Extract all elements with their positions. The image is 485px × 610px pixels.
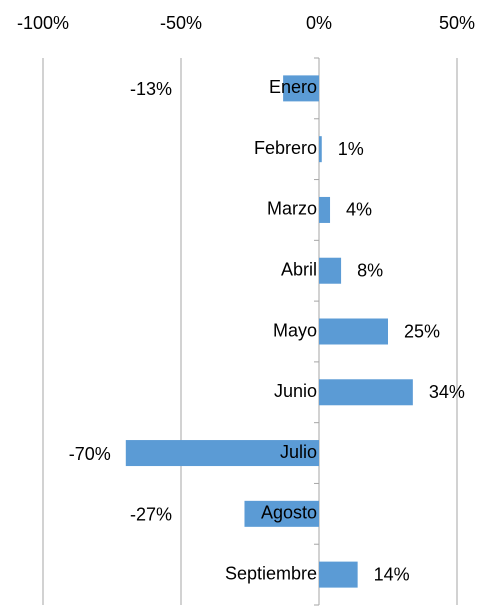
- x-tick-label: -50%: [160, 13, 202, 33]
- value-label: 14%: [374, 564, 410, 584]
- category-label: Marzo: [267, 199, 317, 219]
- category-label: Abril: [281, 259, 317, 279]
- bar: [319, 257, 342, 284]
- value-label: 25%: [404, 321, 440, 341]
- value-label: 1%: [338, 139, 364, 159]
- x-tick-label: 0%: [306, 13, 332, 33]
- category-label: Septiembre: [225, 563, 317, 583]
- bar: [319, 379, 413, 406]
- value-label: -70%: [69, 444, 111, 464]
- value-label: 4%: [346, 200, 372, 220]
- category-label: Junio: [274, 381, 317, 401]
- category-label: Enero: [269, 77, 317, 97]
- bar: [319, 561, 358, 588]
- bar: [125, 440, 319, 467]
- bar: [319, 318, 388, 345]
- value-label: 8%: [357, 260, 383, 280]
- bar: [244, 500, 319, 527]
- bar: [283, 75, 319, 102]
- category-label: Mayo: [273, 320, 317, 340]
- category-label: Agosto: [261, 503, 317, 523]
- bar: [319, 136, 322, 163]
- x-tick-label: 50%: [439, 13, 475, 33]
- bar: [319, 196, 331, 223]
- value-label: 34%: [429, 382, 465, 402]
- category-label: Julio: [280, 442, 317, 462]
- value-label: -13%: [130, 79, 172, 99]
- value-label: -27%: [130, 505, 172, 525]
- x-tick-label: -100%: [17, 13, 69, 33]
- category-label: Febrero: [254, 138, 317, 158]
